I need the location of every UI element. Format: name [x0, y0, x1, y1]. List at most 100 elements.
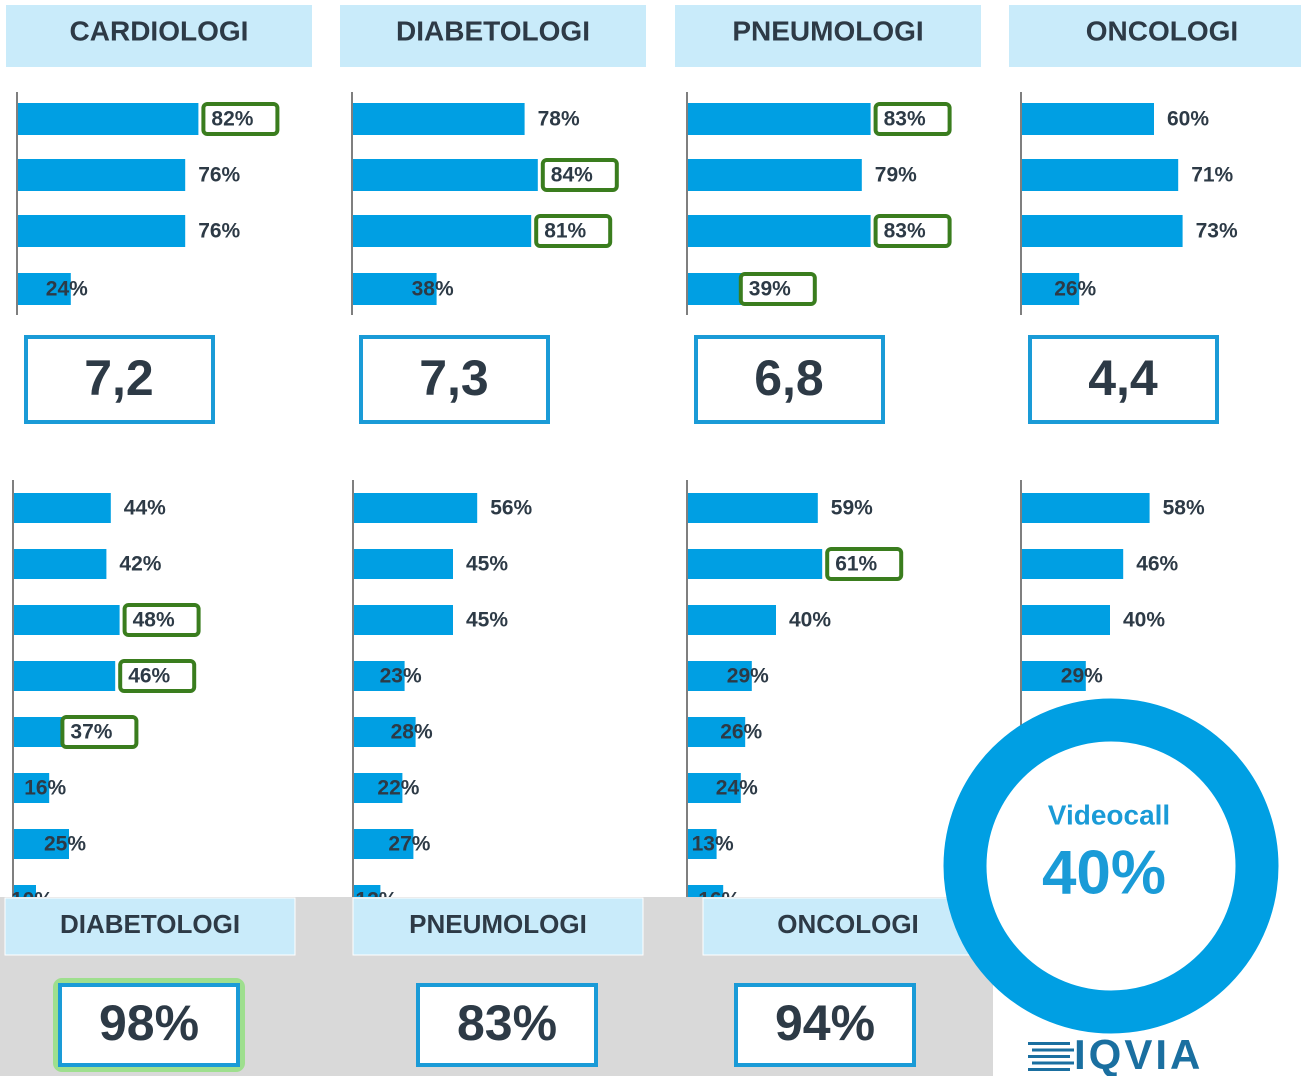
bar — [14, 661, 116, 691]
panel-header: ONCOLOGI — [1086, 15, 1238, 46]
bar — [688, 159, 862, 191]
highlight-box — [738, 272, 817, 306]
logo-stripe — [1032, 1048, 1074, 1052]
logo-stripe — [1032, 1061, 1074, 1065]
value-label: 40% — [1123, 609, 1165, 632]
logo-stripe — [1028, 1068, 1070, 1071]
bar — [14, 605, 120, 635]
value-label: 45% — [466, 609, 508, 632]
bar — [18, 159, 186, 191]
highlight-box — [534, 214, 613, 248]
highlight-box — [60, 715, 139, 749]
bar — [353, 159, 538, 191]
panel-header: DIABETOLOGI — [396, 15, 590, 46]
value-label: 79% — [875, 164, 917, 187]
bar — [353, 103, 525, 135]
value-label: 56% — [490, 497, 532, 520]
logo-stripe — [1028, 1042, 1070, 1045]
bottom-header-bg — [352, 897, 644, 956]
value-label: 76% — [198, 220, 240, 243]
value-label: 84% — [551, 164, 593, 187]
bar — [1022, 493, 1150, 523]
score: 7,3 — [419, 350, 489, 406]
bar — [1022, 159, 1179, 191]
videocall-value: 40% — [1042, 838, 1166, 907]
bottom-header: PNEUMOLOGI — [409, 909, 587, 939]
value-label: 61% — [835, 553, 877, 576]
score: 6,8 — [754, 350, 824, 406]
bar — [18, 215, 186, 247]
value-label: 13% — [692, 833, 734, 856]
bar — [14, 773, 50, 803]
bar — [688, 493, 818, 523]
panel-header-bg — [675, 5, 981, 67]
bar — [354, 605, 453, 635]
value-label: 38% — [412, 278, 454, 301]
bottom-score-box — [58, 983, 240, 1067]
value-label: 46% — [1136, 553, 1178, 576]
logo-stripe — [1028, 1055, 1070, 1058]
videocall-label: Videocall — [1048, 799, 1170, 830]
bottom-score: 98% — [99, 995, 199, 1051]
score-box — [24, 335, 215, 424]
panel-header: PNEUMOLOGI — [732, 15, 923, 46]
bar — [688, 103, 871, 135]
panel-header-bg — [1009, 5, 1301, 67]
bar — [354, 549, 453, 579]
value-label: 37% — [70, 721, 112, 744]
bar — [354, 829, 414, 859]
value-label: 24% — [716, 777, 758, 800]
value-label: 44% — [124, 497, 166, 520]
score: 4,4 — [1088, 350, 1158, 406]
value-label: 28% — [391, 721, 433, 744]
videocall-ring — [943, 698, 1279, 1034]
value-label: 73% — [1196, 220, 1238, 243]
bar — [1022, 549, 1124, 579]
value-label: 23% — [380, 665, 422, 688]
highlight-box — [540, 158, 619, 192]
value-label: 83% — [884, 108, 926, 131]
value-label: 42% — [119, 553, 161, 576]
bar — [14, 549, 107, 579]
bar — [688, 549, 823, 579]
bar — [353, 273, 437, 305]
value-label: 26% — [1054, 278, 1096, 301]
value-label: 22% — [377, 777, 419, 800]
bar — [354, 717, 416, 747]
bottom-score-box — [416, 983, 598, 1067]
value-label: 59% — [831, 497, 873, 520]
highlight-box — [118, 659, 197, 693]
highlight-box — [873, 214, 952, 248]
glow — [53, 978, 245, 1072]
bar — [18, 273, 71, 305]
value-label: 40% — [789, 609, 831, 632]
value-label: 48% — [133, 609, 175, 632]
value-label: 29% — [727, 665, 769, 688]
value-label: 83% — [884, 220, 926, 243]
bar — [1022, 215, 1183, 247]
score: 7,2 — [84, 350, 154, 406]
score-box — [1028, 335, 1219, 424]
value-label: 39% — [749, 278, 791, 301]
bar — [354, 661, 405, 691]
bottom-header: ONCOLOGI — [777, 909, 919, 939]
value-label: 82% — [211, 108, 253, 131]
value-label: 26% — [720, 721, 762, 744]
bar — [1022, 273, 1080, 305]
bar — [1022, 605, 1110, 635]
bar — [353, 215, 532, 247]
value-label: 24% — [46, 278, 88, 301]
bar — [1022, 661, 1086, 691]
panel-header-bg — [340, 5, 646, 67]
highlight-box — [873, 102, 952, 136]
bottom-score: 94% — [775, 995, 875, 1051]
value-label: 78% — [538, 108, 580, 131]
bottom-header-bg — [4, 897, 296, 956]
score-box — [694, 335, 885, 424]
bottom-score: 83% — [457, 995, 557, 1051]
bar — [14, 829, 69, 859]
panel-header: CARDIOLOGI — [70, 15, 249, 46]
highlight-box — [825, 547, 904, 581]
